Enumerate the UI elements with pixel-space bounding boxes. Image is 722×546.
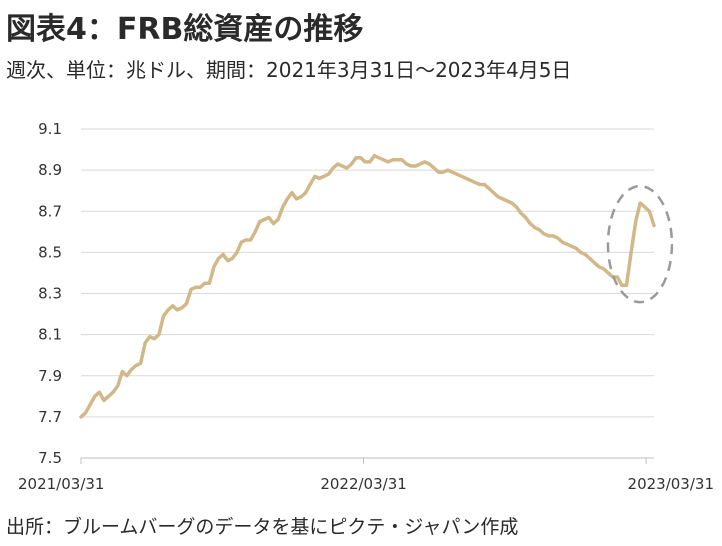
y-tick-label: 8.9 (38, 161, 62, 179)
y-tick-label: 9.1 (38, 120, 62, 138)
y-tick-label: 7.5 (38, 449, 62, 467)
y-axis: 9.1 8.9 8.7 8.5 8.3 8.1 7.9 7.7 7.5 (38, 120, 62, 467)
highlight-ellipse (606, 184, 674, 304)
x-axis: 2021/03/31 2022/03/31 2023/03/31 (18, 457, 714, 493)
x-tick-label: 2022/03/31 (320, 475, 406, 493)
source-note: 出所：ブルームバーグのデータを基にピクテ・ジャパン作成 (6, 516, 519, 538)
x-tick-label: 2023/03/31 (628, 475, 714, 493)
chart-title: 図表4：FRB総資産の推移 (6, 12, 364, 47)
chart-subtitle: 週次、単位：兆ドル、期間：2021年3月31日～2023年4月5日 (6, 58, 572, 82)
y-tick-label: 8.7 (38, 202, 62, 220)
y-tick-label: 8.5 (38, 243, 62, 261)
x-tick-label: 2021/03/31 (18, 475, 104, 493)
y-tick-label: 7.9 (38, 367, 62, 385)
y-tick-label: 7.7 (38, 408, 62, 426)
y-tick-label: 8.3 (38, 285, 62, 303)
y-tick-label: 8.1 (38, 326, 62, 344)
grid-lines (81, 128, 654, 418)
series-line (79, 153, 656, 419)
